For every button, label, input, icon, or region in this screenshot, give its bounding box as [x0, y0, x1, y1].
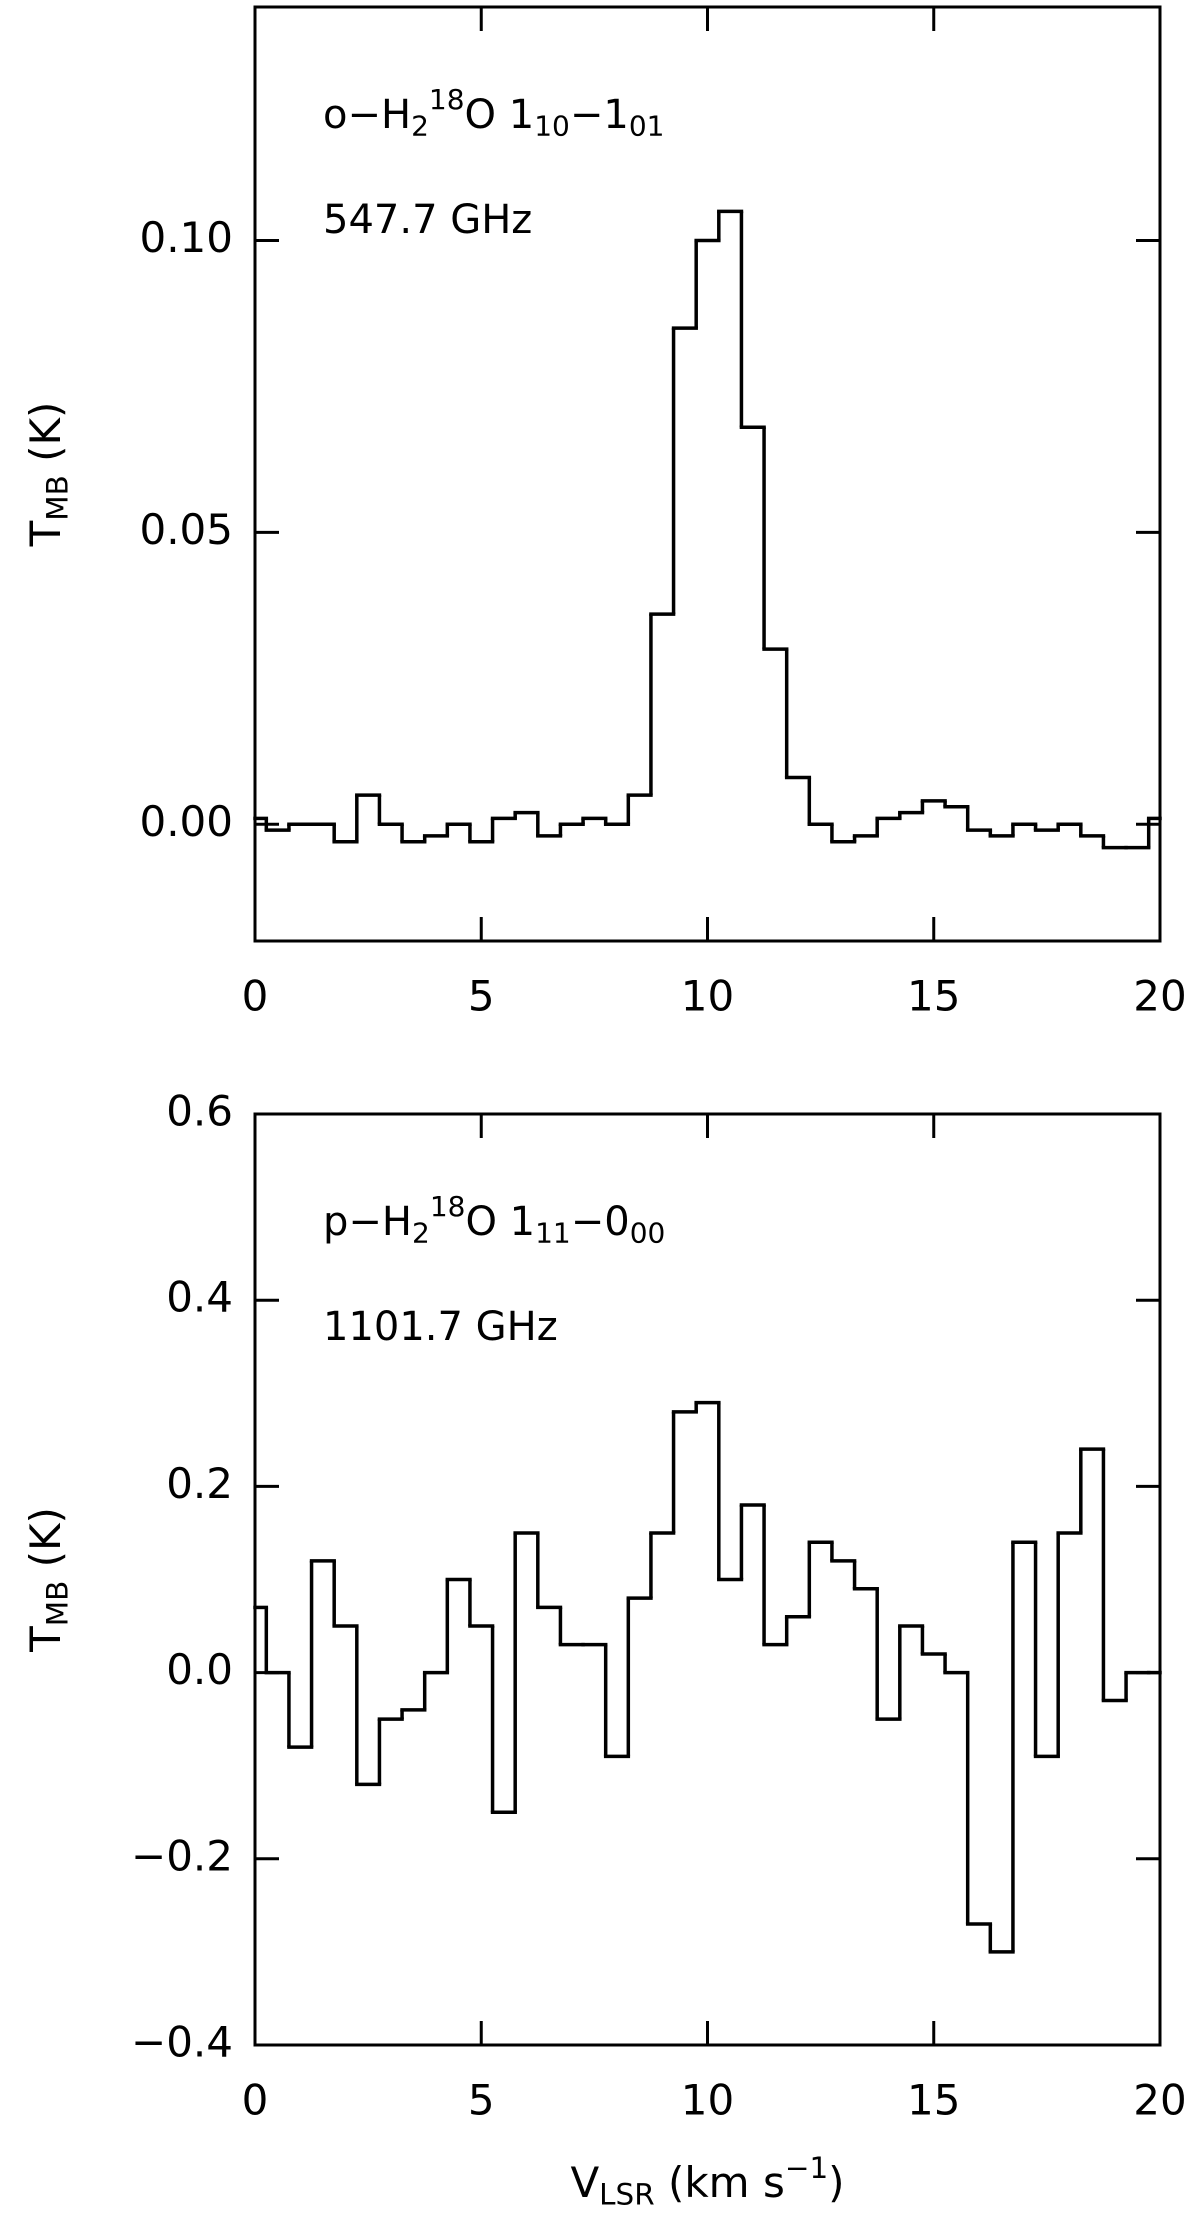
y-axis-label: TMB (K): [21, 402, 74, 548]
annotation: o−H218O 110−101: [323, 83, 664, 142]
x-tick-label: 10: [681, 2076, 734, 2125]
text-part: MB: [40, 475, 74, 521]
text-part: 01: [629, 109, 665, 142]
text-part: 00: [630, 1216, 666, 1249]
text-part: 18: [430, 1190, 466, 1223]
y-tick-label: 0.4: [166, 1273, 233, 1322]
annotation: 1101.7 GHz: [323, 1304, 558, 1350]
text-part: V: [570, 2158, 599, 2207]
annotation: 547.7 GHz: [323, 197, 532, 243]
y-tick-label: 0.2: [166, 1459, 233, 1508]
x-tick-label: 10: [681, 972, 734, 1021]
y-tick-label: 0.00: [139, 797, 233, 846]
text-part: 2: [412, 1216, 430, 1249]
text-part: 10: [534, 109, 570, 142]
text-part: 2: [411, 109, 429, 142]
text-part: (km s: [655, 2158, 785, 2207]
text-part: MB: [40, 1581, 74, 1627]
x-tick-label: 5: [468, 972, 495, 1021]
text-part: 1101.7 GHz: [323, 1304, 558, 1350]
text-part: −1: [570, 92, 629, 138]
text-part: 18: [429, 83, 465, 116]
plot-frame: [253, 5, 1162, 943]
annotation: p−H218O 111−000: [323, 1190, 665, 1249]
x-axis-label: VLSR (km s−1): [570, 2150, 844, 2210]
text-part: ): [828, 2158, 844, 2207]
text-part: (K): [21, 402, 70, 476]
text-part: 11: [535, 1216, 571, 1249]
text-part: O 1: [465, 1199, 535, 1245]
text-part: LSR: [599, 2177, 654, 2211]
y-tick-label: 0.05: [139, 505, 233, 554]
x-tick-label: 15: [907, 2076, 960, 2125]
text-part: O 1: [465, 92, 535, 138]
y-tick-label: −0.2: [131, 1831, 233, 1880]
x-tick-label: 0: [242, 972, 269, 1021]
y-axis-label: TMB (K): [21, 1507, 74, 1653]
x-tick-label: 20: [1133, 2076, 1186, 2125]
y-tick-label: −0.4: [131, 2018, 233, 2067]
x-tick-label: 20: [1133, 972, 1186, 1021]
text-part: p−H: [323, 1199, 412, 1245]
x-tick-label: 5: [468, 2076, 495, 2125]
text-part: −0: [571, 1199, 630, 1245]
text-part: −1: [785, 2150, 828, 2184]
x-tick-label: 0: [242, 2076, 269, 2125]
y-tick-label: 0.6: [166, 1087, 233, 1136]
text-part: o−H: [323, 92, 411, 138]
plot-frame: [253, 1112, 1162, 2047]
x-tick-label: 15: [907, 972, 960, 1021]
y-tick-label: 0.10: [139, 213, 233, 262]
text-part: T: [21, 520, 70, 547]
text-part: (K): [21, 1507, 70, 1581]
text-part: 547.7 GHz: [323, 197, 532, 243]
text-part: T: [21, 1626, 70, 1653]
y-tick-label: 0.0: [166, 1645, 233, 1694]
